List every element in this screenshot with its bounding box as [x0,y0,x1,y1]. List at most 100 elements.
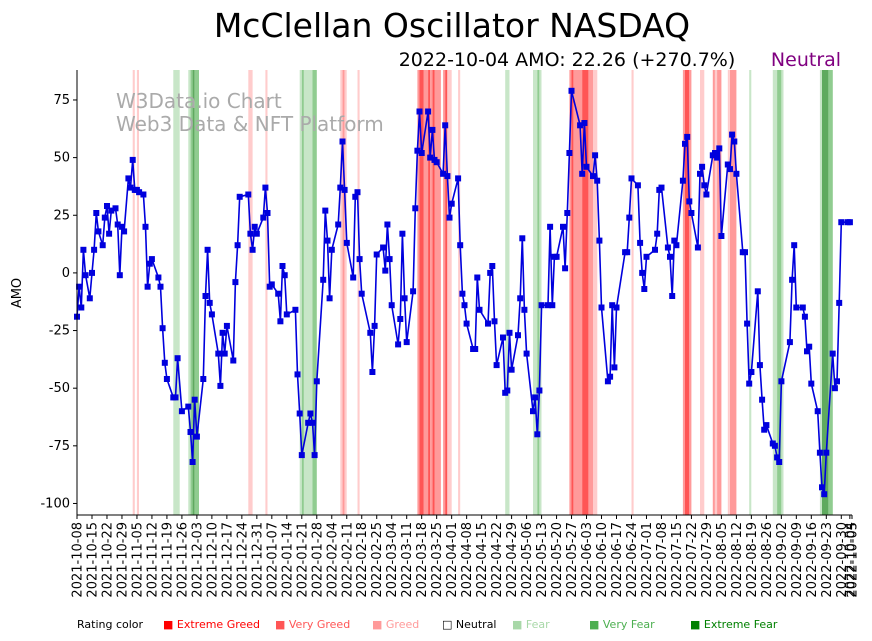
data-point [774,454,781,461]
data-point [472,346,479,352]
data-point [699,163,706,170]
data-point [442,122,449,129]
data-point [703,191,710,198]
data-point [500,334,506,341]
data-point [639,269,646,276]
data-point [485,320,491,327]
data-point [410,288,417,295]
rating-band [537,70,540,515]
data-point [545,302,551,309]
x-tick-label: 2022-03-04 [385,522,400,598]
data-point [95,228,102,235]
rating-band [582,70,589,515]
data-point [819,484,825,491]
data-point [264,210,271,216]
data-point [455,175,462,182]
rating-band [312,70,317,515]
data-point [532,394,539,401]
data-point [116,272,123,279]
x-tick-label: 2022-06-10 [595,522,610,598]
legend-item: ■ Extreme Fear [690,618,778,631]
data-point [91,246,98,253]
rating-band [423,70,429,515]
data-point [806,343,813,350]
x-tick-label: 2022-01-21 [295,522,310,598]
data-point [320,276,327,283]
data-point [395,341,402,348]
data-point [671,237,678,244]
data-point [789,276,796,283]
data-point [268,281,275,288]
data-point [104,203,110,209]
y-axis: 75 50 25 0 -25 -50 -75 -100 [40,93,77,511]
x-tick-label: 2022-01-28 [310,522,325,598]
x-tick-label: 2022-06-17 [610,522,625,598]
data-point [679,177,686,184]
data-point [358,290,365,297]
x-tick-label: 2022-03-18 [415,522,430,598]
rating-band [717,70,722,515]
x-tick-label: 2022-02-11 [340,522,355,598]
data-point [234,242,241,249]
data-point [515,332,521,339]
x-tick-label: 2022-05-20 [550,522,565,598]
x-tick-label: 2021-12-24 [235,522,250,598]
x-tick-label: 2022-08-26 [760,522,775,598]
data-point [444,173,451,180]
data-point [146,260,153,267]
legend-marker: ■ [589,618,603,631]
data-point [114,221,121,228]
data-point [821,491,828,498]
data-point [814,408,821,415]
legend-marker: ■ [275,618,289,631]
data-point [281,272,288,279]
data-point [459,290,466,297]
y-tick-label: -100 [40,496,70,511]
data-point [626,214,633,221]
rating-band [822,70,829,515]
data-point [412,205,419,212]
rating-band [248,70,253,515]
rating-band [194,70,199,515]
watermark-line-2: Web3 Data & NFT Platform [116,112,384,136]
x-tick-label: 2021-12-17 [220,522,235,598]
x-tick-label: 2021-12-31 [250,522,265,598]
x-tick-label: 2022-04-29 [505,522,520,598]
data-point [609,302,616,309]
data-point [742,249,748,256]
data-point [506,329,513,336]
data-point [592,152,599,159]
data-point [761,426,768,433]
legend-label: Very Fear [603,618,655,631]
data-point [590,173,596,180]
data-point [343,239,350,246]
x-tick-label: 2022-05-27 [565,522,580,598]
x-tick-label: 2022-09-30 [835,522,850,598]
rating-band [357,70,360,515]
x-tick-label: 2022-10-04 [843,522,858,598]
data-point [786,339,793,346]
data-point [108,207,115,214]
data-point [367,329,374,336]
x-tick-label: 2022-04-22 [490,522,505,598]
rating-bands [132,70,833,515]
data-point [382,267,389,274]
rating-band [432,70,435,515]
rating-band [689,70,692,515]
data-point [664,244,671,251]
rating-band [593,70,598,515]
data-point [429,126,436,133]
rating-band [136,70,139,515]
data-point [155,274,162,281]
y-tick-label: 25 [53,208,70,223]
data-point [174,355,181,362]
data-point [793,304,800,311]
data-point [136,189,143,196]
data-point [778,378,785,385]
data-point [763,422,770,429]
data-point [418,150,425,156]
legend-label: Extreme Greed [177,618,260,631]
data-point [335,221,342,228]
data-point [354,189,361,196]
